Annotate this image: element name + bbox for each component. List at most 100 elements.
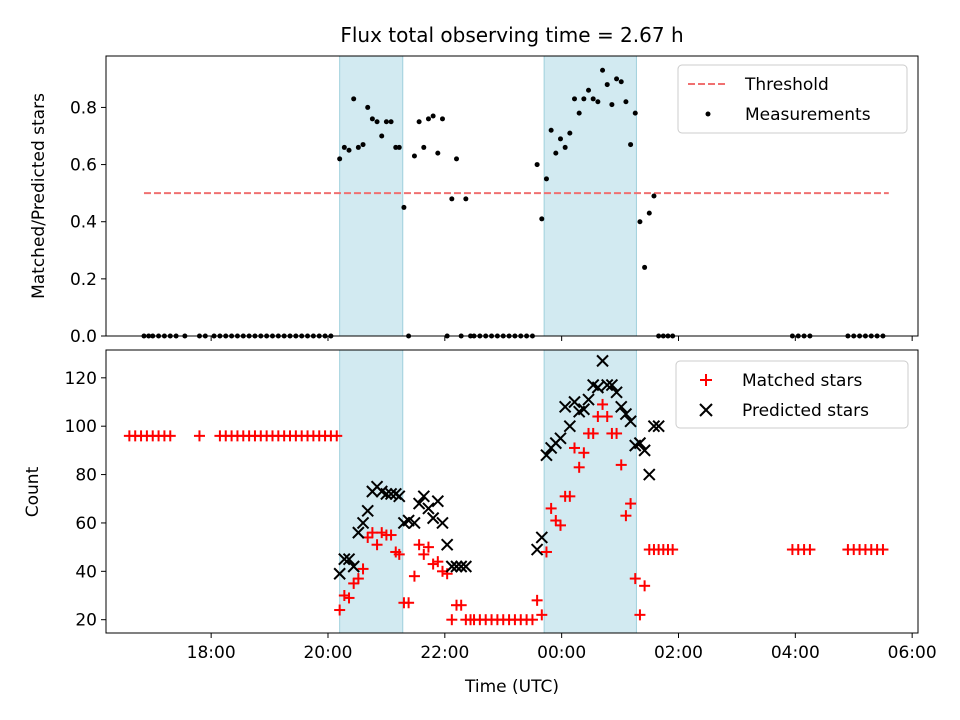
measurement-point	[396, 144, 402, 150]
observing-window-1	[543, 349, 637, 634]
matched-star-point	[625, 498, 637, 510]
measurement-point	[360, 142, 366, 148]
matched-star-point	[408, 570, 420, 582]
bottom-x-ticks: 18:00 20:00 22:00 00:00 02:00 04:00 06:00	[187, 633, 937, 663]
predicted-star-point	[333, 567, 346, 580]
measurement-point	[435, 150, 441, 156]
x-tick-label: 18:00	[187, 643, 236, 663]
matched-star-point	[455, 599, 467, 611]
predicted-star-point	[530, 543, 544, 556]
matched-star-point	[526, 614, 538, 626]
y-tick-label: 100	[65, 417, 97, 437]
measurement-point	[646, 210, 652, 216]
predicted-star-point	[361, 504, 374, 518]
top-panel: Flux total observing time = 2.67 h 0.00.…	[29, 23, 919, 347]
predicted-star-point	[610, 386, 623, 399]
predicted-star-point	[352, 526, 365, 539]
bottom-y-ticks: 20 40 60 80 100 120	[65, 369, 106, 631]
x-tick-label: 20:00	[303, 643, 352, 663]
measurement-point	[416, 119, 422, 125]
measurement-point	[341, 144, 347, 150]
matched-star-point	[629, 573, 641, 585]
matched-star-point	[366, 527, 378, 539]
predicted-star-point	[568, 395, 581, 409]
matched-star-point	[601, 411, 613, 423]
bottom-points	[123, 354, 889, 626]
predicted-star-point	[540, 449, 553, 462]
y-tick-label: 0.4	[70, 213, 97, 233]
measurement-point	[383, 119, 389, 125]
matched-star-point	[592, 411, 604, 423]
predicted-star-point	[426, 511, 440, 525]
predicted-star-point	[356, 516, 370, 530]
measurement-point	[425, 116, 431, 122]
measurement-point	[379, 133, 385, 139]
matched-star-point	[376, 527, 388, 539]
measurement-point	[393, 144, 399, 150]
measurement-point	[562, 144, 568, 150]
predicted-star-point	[582, 393, 595, 406]
bottom-y-axis-label: Count	[23, 466, 43, 517]
matched-star-point	[371, 539, 383, 551]
matched-star-point	[348, 577, 360, 589]
measurement-point	[388, 119, 394, 125]
predicted-star-point	[624, 415, 637, 428]
measurement-point	[351, 96, 357, 102]
matched-star-point	[573, 461, 585, 473]
legend-predicted-label: Predicted stars	[742, 401, 869, 421]
predicted-star-point	[591, 381, 605, 394]
measurement-point	[600, 67, 606, 73]
y-tick-label: 20	[75, 611, 97, 631]
measurement-point	[374, 119, 380, 125]
predicted-star-point	[445, 560, 459, 573]
predicted-star-point	[647, 419, 661, 433]
matched-star-point	[385, 529, 397, 541]
predicted-star-point	[459, 560, 473, 573]
top-axes-frame	[105, 55, 919, 337]
predicted-star-point	[431, 494, 445, 508]
matched-star-point	[564, 490, 576, 502]
top-shading	[339, 55, 637, 337]
predicted-star-point	[393, 490, 406, 503]
measurement-point	[628, 142, 634, 148]
matched-star-point	[193, 430, 205, 442]
predicted-star-point	[408, 516, 421, 530]
y-tick-label: 40	[75, 562, 97, 582]
measurement-point	[576, 110, 582, 116]
predicted-star-point	[380, 487, 393, 501]
measurement-point	[355, 144, 361, 150]
predicted-star-point	[417, 490, 430, 503]
top-y-ticks: 0.0 0.2 0.4 0.6 0.8	[70, 98, 106, 347]
x-tick-label: 04:00	[771, 643, 820, 663]
matched-star-point	[446, 614, 458, 626]
measurement-point	[586, 87, 592, 93]
matched-star-point	[587, 427, 599, 439]
matched-star-point	[334, 604, 346, 616]
predicted-star-point	[638, 444, 651, 457]
y-tick-label: 0.0	[70, 327, 97, 347]
predicted-star-point	[384, 487, 398, 501]
x-tick-label: 02:00	[654, 643, 703, 663]
measurement-point	[539, 216, 545, 222]
bottom-legend: Matched stars Predicted stars	[675, 360, 909, 429]
observing-window-0	[339, 55, 404, 337]
matched-star-point	[357, 563, 369, 575]
matched-star-point	[615, 459, 627, 471]
y-tick-label: 0.6	[70, 156, 97, 176]
bottom-legend-box	[675, 360, 909, 429]
y-tick-label: 80	[75, 466, 97, 486]
bottom-panel: 18:00 20:00 22:00 00:00 02:00 04:00 06:00 20 40…	[23, 349, 937, 697]
matched-star-point	[578, 447, 590, 459]
measurement-point	[449, 196, 455, 202]
matched-star-point	[620, 510, 632, 522]
predicted-star-point	[652, 419, 665, 433]
measurement-point	[454, 156, 460, 162]
predicted-star-point	[440, 538, 454, 551]
legend-measurements-swatch	[705, 111, 711, 117]
matched-star-point	[331, 430, 343, 442]
y-tick-label: 0.2	[70, 270, 97, 290]
predicted-star-point	[454, 560, 468, 573]
matched-star-point	[639, 580, 651, 592]
observing-window-1	[543, 55, 637, 337]
measurement-point	[430, 113, 436, 119]
